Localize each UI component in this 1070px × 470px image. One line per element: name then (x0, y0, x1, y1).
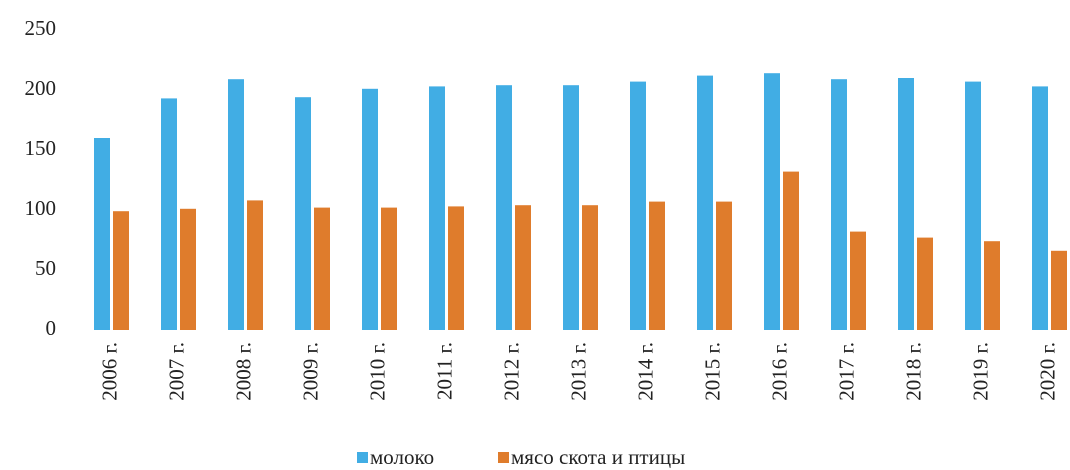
bar (965, 81, 981, 330)
x-tick-label: 2019 г. (968, 342, 992, 401)
bar (362, 88, 378, 330)
bar (831, 79, 847, 330)
x-tick-label: 2017 г. (834, 342, 858, 401)
bar (295, 97, 311, 330)
bar (94, 138, 110, 330)
bar (697, 75, 713, 330)
bar (515, 205, 531, 330)
y-tick-label: 200 (25, 76, 57, 100)
x-tick-label: 2014 г. (633, 342, 657, 401)
y-tick-label: 250 (25, 16, 57, 40)
bar (898, 78, 914, 330)
y-tick-label: 50 (35, 256, 56, 280)
x-tick-label: 2008 г. (231, 342, 255, 401)
bar (314, 207, 330, 330)
bar (161, 98, 177, 331)
y-tick-label: 100 (25, 196, 57, 220)
x-tick-label: 2011 г. (432, 342, 456, 400)
bar (764, 73, 780, 330)
bar (984, 241, 1000, 330)
bar (247, 200, 263, 330)
x-tick-label: 2007 г. (164, 342, 188, 401)
bar (228, 79, 244, 330)
x-tick-label: 2020 г. (1035, 342, 1059, 401)
legend-swatch (498, 452, 509, 463)
x-tick-label: 2013 г. (566, 342, 590, 401)
legend-label: мясо скота и птицы (511, 445, 685, 469)
y-tick-label: 0 (46, 316, 57, 340)
bar (448, 206, 464, 330)
bar (716, 201, 732, 330)
bar (850, 231, 866, 330)
x-tick-label: 2010 г. (365, 342, 389, 401)
x-tick-label: 2015 г. (700, 342, 724, 401)
bar (180, 208, 196, 330)
x-tick-label: 2018 г. (901, 342, 925, 401)
bar (630, 81, 646, 330)
x-tick-label: 2016 г. (767, 342, 791, 401)
bar (563, 85, 579, 330)
bar (783, 171, 799, 330)
bar (1032, 86, 1048, 331)
x-tick-label: 2012 г. (499, 342, 523, 401)
bar (649, 201, 665, 330)
x-tick-label: 2006 г. (97, 342, 121, 401)
bar (496, 85, 512, 330)
bar (381, 207, 397, 330)
legend-swatch (357, 452, 368, 463)
bar (113, 211, 129, 330)
legend-label: молоко (370, 445, 434, 469)
bar (429, 86, 445, 331)
bar (1051, 250, 1067, 330)
x-tick-label: 2009 г. (298, 342, 322, 401)
bar (582, 205, 598, 330)
y-tick-label: 150 (25, 136, 57, 160)
bar (917, 237, 933, 330)
